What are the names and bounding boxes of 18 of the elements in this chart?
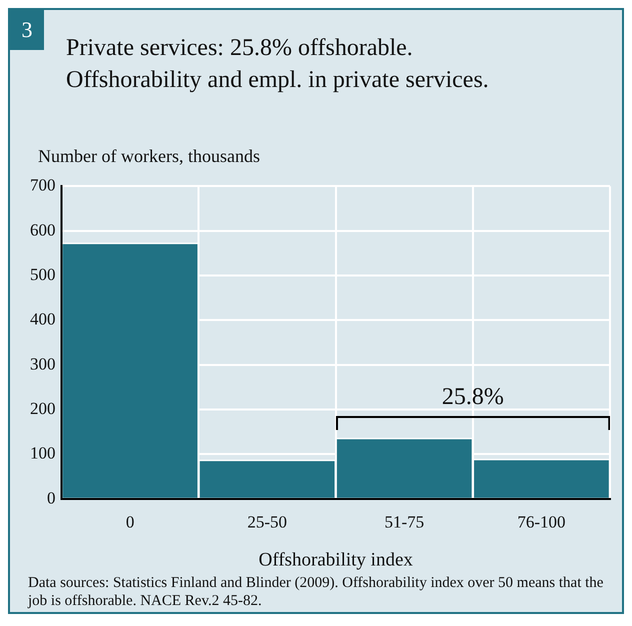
text: 3 [10, 10, 44, 50]
y-tick-label: 700 [30, 176, 56, 195]
x-tick-label: 76-100 [517, 512, 566, 532]
chart-title: Private services: 25.8% offshorable. Offshorability and empl. in private services. [66, 34, 489, 95]
x-tick-label: 25-50 [247, 512, 288, 532]
y-tick-label: 300 [30, 354, 56, 374]
y-tick-label: 100 [30, 444, 56, 463]
y-axis-title: Number of workers, thousands [38, 146, 260, 167]
x-tick-label: 0 [126, 512, 134, 532]
y-tick-label: 200 [30, 398, 56, 418]
annotation: 25.8% [440, 383, 505, 412]
text: Data sources: Statistics Finland and Blinder (2009). Offshorability index over 50 means that the job is offshorable. NACE Rev.2 45-82. [28, 574, 604, 610]
y-tick-label: 0 [47, 488, 56, 508]
x-tick-label: 51-75 [384, 512, 424, 532]
x-axis-title: Offshorability index [258, 550, 414, 571]
y-tick-label: 500 [30, 264, 56, 284]
y-tick-label: 400 [30, 310, 56, 329]
y-tick-label: 600 [30, 220, 56, 240]
